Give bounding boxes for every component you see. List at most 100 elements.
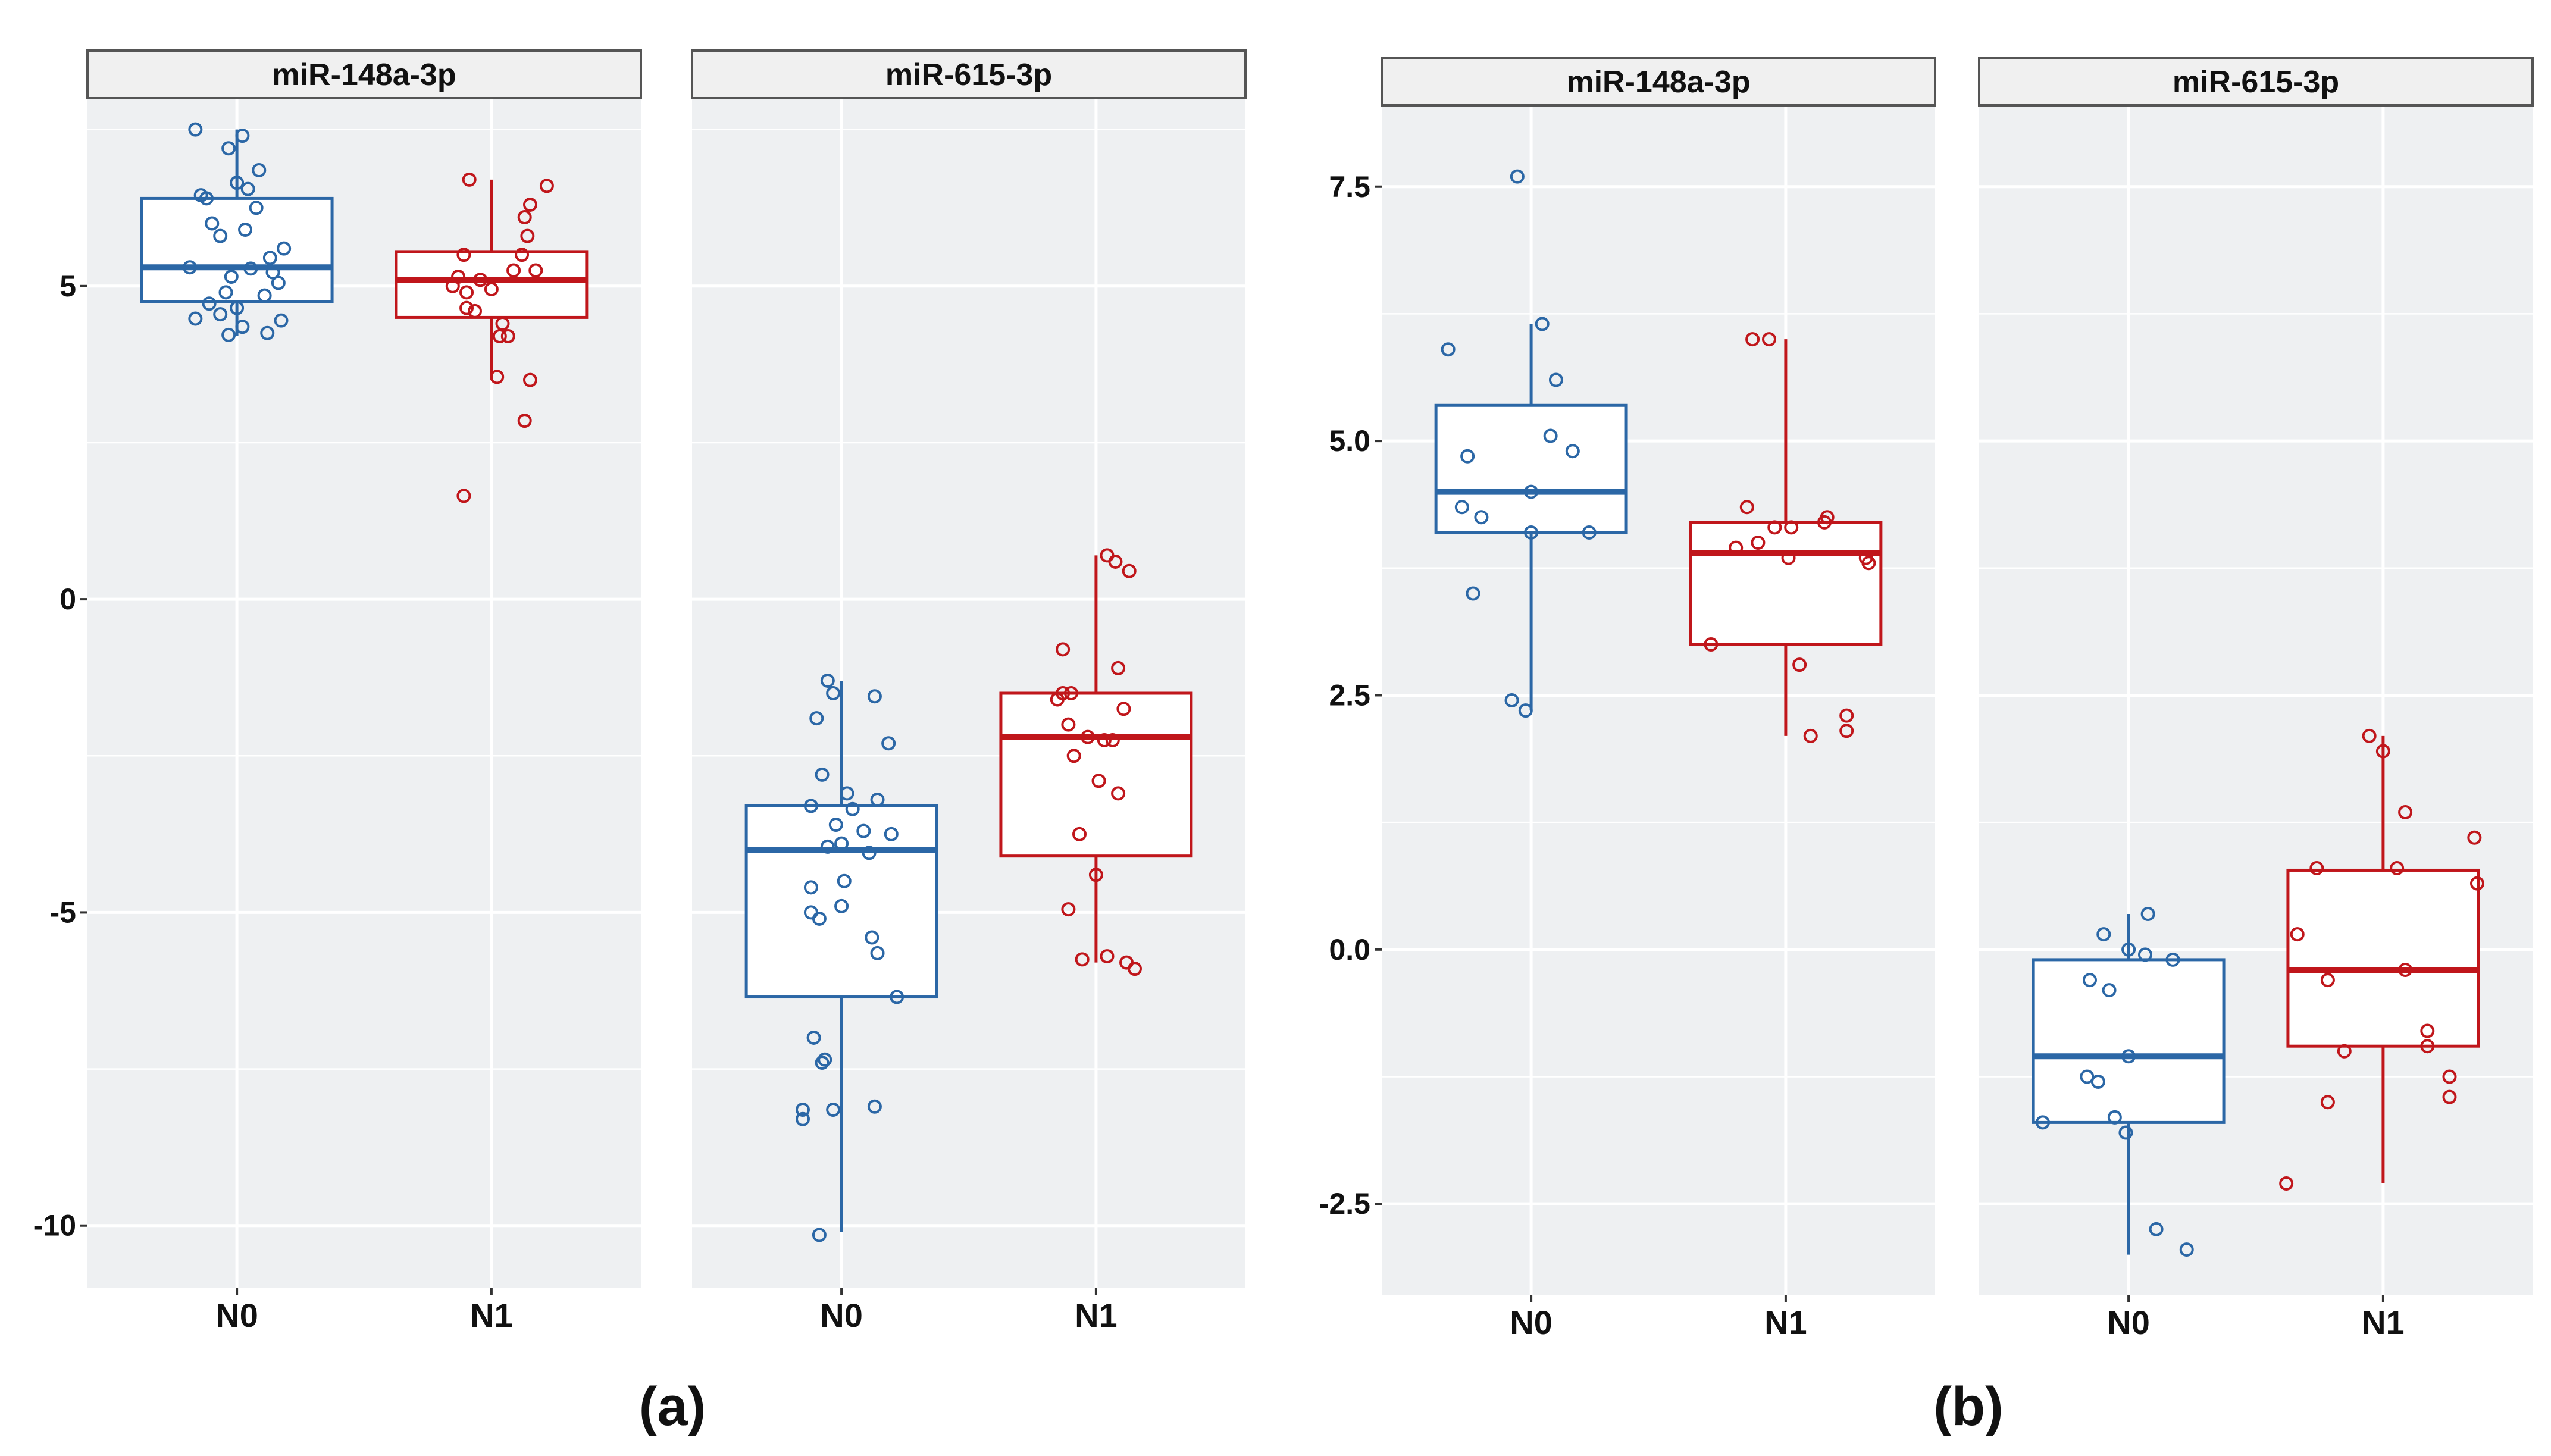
data-point	[1474, 510, 1489, 525]
data-point	[1817, 515, 1832, 530]
figure-label-a: (a)	[639, 1376, 706, 1437]
data-point	[528, 263, 543, 278]
data-point	[473, 273, 488, 287]
data-point	[2420, 1039, 2435, 1054]
data-point	[490, 370, 505, 384]
y-tick-label: 0.0	[1329, 933, 1370, 966]
data-point	[1064, 686, 1079, 700]
data-point	[1839, 724, 1854, 738]
facet-strip-label: miR-148a-3p	[272, 58, 456, 92]
data-point	[445, 278, 460, 293]
data-point	[1088, 868, 1103, 882]
data-point	[1745, 332, 1760, 347]
data-point	[235, 129, 250, 143]
data-point	[1075, 952, 1090, 967]
data-point	[1524, 484, 1539, 499]
data-point	[456, 248, 471, 262]
data-point	[837, 873, 852, 888]
data-point	[230, 300, 245, 315]
y-tick-label: 5.0	[1329, 424, 1370, 458]
data-point	[1100, 949, 1115, 964]
data-point	[1460, 449, 1475, 464]
data-point	[1518, 703, 1533, 718]
data-point	[188, 122, 203, 137]
data-point	[262, 251, 277, 265]
data-point	[221, 327, 236, 342]
series-n1	[1689, 332, 1883, 743]
data-point	[2179, 1242, 2194, 1257]
box	[2032, 958, 2226, 1124]
data-point	[2467, 830, 2482, 845]
data-point	[865, 930, 879, 945]
y-tick-label: -10	[33, 1209, 76, 1242]
data-point	[2337, 1044, 2352, 1059]
data-point	[826, 686, 841, 700]
data-point	[890, 990, 904, 1004]
box	[2286, 868, 2480, 1048]
data-point	[265, 265, 280, 280]
data-point	[815, 767, 830, 782]
x-tick-label: N0	[215, 1297, 258, 1334]
data-point	[218, 285, 233, 300]
data-point	[274, 313, 289, 328]
data-point	[867, 689, 882, 704]
data-point	[1072, 826, 1087, 841]
data-point	[539, 179, 554, 193]
data-point	[1524, 525, 1539, 540]
data-point	[2442, 1089, 2457, 1104]
data-point	[1454, 500, 1469, 515]
data-point	[1097, 732, 1112, 747]
data-point	[1762, 332, 1776, 347]
data-point	[1441, 342, 1456, 357]
x-tick-label: N1	[470, 1297, 513, 1334]
data-point	[1061, 717, 1076, 732]
data-point	[224, 270, 239, 284]
data-point	[2107, 1110, 2122, 1125]
data-point	[1543, 428, 1558, 443]
data-point	[523, 372, 537, 387]
data-point	[456, 489, 471, 503]
data-point	[828, 818, 843, 832]
x-tick-label: N0	[1510, 1304, 1552, 1341]
data-point	[884, 826, 899, 841]
data-point	[1056, 642, 1071, 657]
data-point	[260, 325, 275, 340]
data-point	[845, 801, 860, 816]
data-point	[803, 880, 818, 895]
series-n1	[999, 548, 1193, 976]
x-tick-label: N0	[820, 1297, 863, 1334]
data-point	[2398, 962, 2413, 977]
data-point	[2140, 906, 2155, 921]
facet-strip	[86, 49, 642, 99]
data-point	[492, 329, 507, 343]
x-tick-label: N0	[2107, 1304, 2150, 1341]
data-point	[243, 261, 258, 276]
data-point	[1767, 520, 1782, 535]
data-point	[812, 911, 827, 926]
data-point	[1548, 372, 1563, 387]
data-point	[2035, 1115, 2050, 1130]
data-point	[2165, 952, 2180, 967]
data-point	[2149, 1222, 2164, 1236]
data-point	[820, 673, 835, 688]
data-point	[213, 307, 228, 322]
data-point	[834, 836, 849, 851]
data-point	[2138, 947, 2152, 962]
data-point	[2320, 973, 2335, 988]
data-point	[520, 228, 535, 243]
data-point	[796, 1103, 810, 1117]
data-point	[812, 1228, 827, 1242]
data-point	[862, 846, 877, 860]
data-point	[1116, 702, 1131, 716]
data-point	[826, 1103, 841, 1117]
data-point	[1535, 317, 1550, 331]
box	[140, 196, 334, 303]
data-point	[459, 300, 474, 315]
data-point	[517, 210, 532, 224]
data-point	[271, 275, 286, 290]
data-point	[818, 1052, 832, 1067]
data-point	[820, 839, 835, 854]
facet-panel-2: miR-615-3p N0 N1	[691, 49, 1247, 1334]
series-n0	[1434, 169, 1628, 718]
